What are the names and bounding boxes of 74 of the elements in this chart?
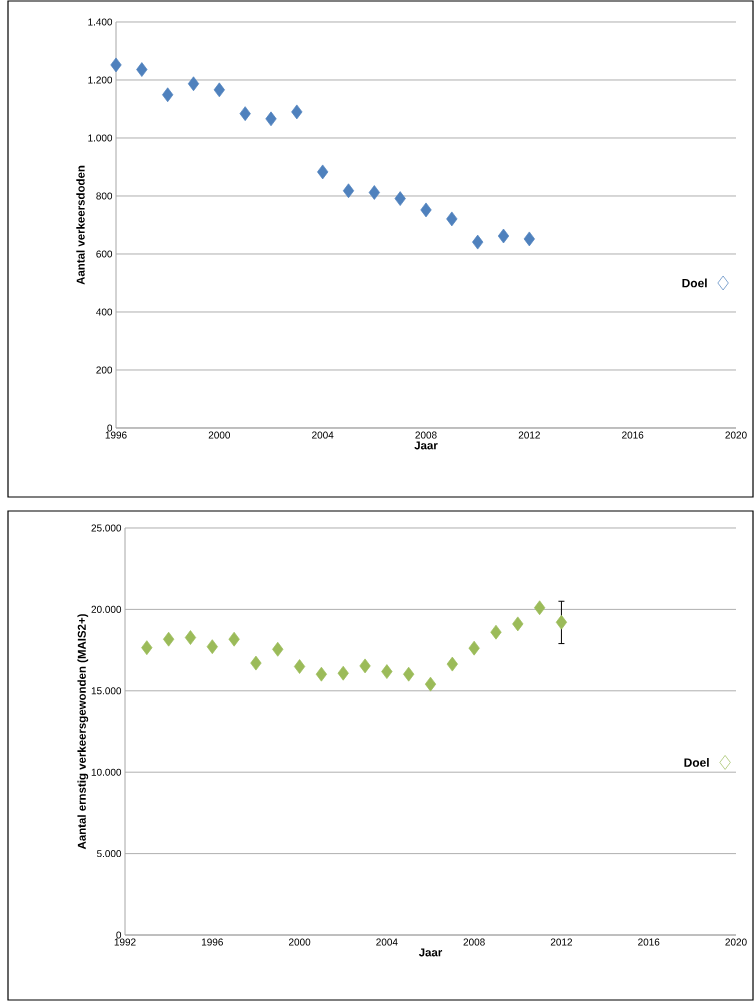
point [468, 640, 480, 656]
y-axis-title: Aantal verkeersdoden [76, 165, 85, 285]
point [497, 228, 510, 244]
point [490, 624, 502, 640]
point [359, 658, 371, 674]
x-tick-label: 2000 [288, 938, 311, 946]
x-tick-label: 2008 [463, 938, 485, 946]
y-tick-label: 400 [96, 308, 113, 316]
point [512, 616, 524, 632]
x-axis-title: Jaar [418, 948, 443, 957]
point [394, 191, 406, 206]
point [162, 87, 174, 103]
point [110, 57, 122, 73]
point [239, 106, 251, 121]
point [342, 183, 355, 199]
x-tick-label: 2008 [415, 431, 437, 439]
x-tick-label: 2012 [550, 938, 573, 946]
point [184, 630, 197, 645]
point [213, 82, 225, 98]
y-tick-label: 25.000 [91, 524, 122, 532]
series-label: Doel [684, 758, 709, 767]
point [136, 62, 148, 77]
y-tick-label: 0 [116, 931, 122, 939]
point [717, 275, 729, 291]
point [206, 639, 218, 655]
x-axis-title: Jaar [414, 441, 438, 450]
point [446, 656, 458, 672]
series-label: Doel [682, 278, 707, 288]
y-tick-label: 5.000 [96, 850, 122, 858]
point [523, 231, 535, 247]
point [315, 666, 327, 682]
y-tick-label: 1.400 [88, 18, 113, 26]
point [368, 185, 380, 200]
point [337, 665, 349, 681]
x-tick-label: 2016 [622, 431, 644, 439]
x-tick-label: 2004 [312, 431, 334, 439]
point [272, 641, 284, 657]
x-tick-label: 2020 [725, 431, 747, 439]
point [250, 655, 262, 671]
point [228, 631, 240, 647]
point [555, 614, 568, 630]
point [141, 640, 153, 656]
point [534, 600, 546, 616]
point [472, 234, 484, 250]
point [403, 666, 415, 682]
y-tick-label: 800 [96, 192, 113, 200]
x-tick-label: 1996 [201, 938, 223, 946]
y-tick-label: 10.000 [91, 768, 122, 776]
y-tick-label: 1.200 [88, 76, 113, 84]
point [317, 164, 329, 180]
point [293, 659, 306, 674]
y-tick-label: 15.000 [91, 687, 122, 695]
point [719, 755, 731, 770]
x-tick-label: 1996 [105, 431, 127, 439]
x-tick-label: 1992 [114, 938, 136, 946]
point [446, 211, 458, 227]
x-tick-label: 2000 [208, 431, 231, 439]
y-tick-label: 200 [96, 366, 113, 374]
y-tick-label: 600 [96, 250, 113, 258]
y-tick-label: 1.000 [88, 134, 113, 142]
point [424, 676, 437, 692]
y-tick-label: 20.000 [91, 605, 122, 613]
point [420, 202, 432, 218]
point [291, 104, 303, 120]
x-tick-label: 2004 [376, 938, 398, 946]
x-tick-label: 2016 [638, 938, 660, 946]
point [381, 664, 393, 679]
x-tick-label: 2012 [518, 431, 540, 439]
point [265, 111, 277, 127]
x-tick-label: 2020 [725, 938, 747, 946]
point [163, 631, 175, 647]
point [187, 76, 200, 92]
y-tick-label: 0 [107, 424, 113, 432]
y-axis-title: Aantal ernstig verkeersgewonden (MAIS2+) [77, 614, 89, 850]
